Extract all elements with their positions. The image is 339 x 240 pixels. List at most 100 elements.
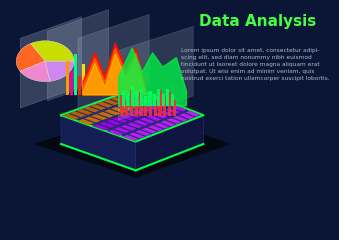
- Polygon shape: [154, 123, 170, 129]
- Polygon shape: [83, 106, 100, 113]
- Polygon shape: [119, 48, 186, 106]
- Bar: [168, 92, 171, 116]
- Bar: [66, 61, 69, 95]
- Wedge shape: [16, 43, 45, 72]
- Polygon shape: [128, 132, 145, 138]
- Bar: [120, 95, 124, 116]
- Bar: [171, 94, 174, 106]
- Polygon shape: [137, 97, 154, 103]
- Polygon shape: [69, 111, 86, 117]
- Bar: [153, 94, 156, 106]
- Bar: [135, 97, 138, 116]
- Bar: [148, 91, 152, 106]
- Wedge shape: [45, 61, 74, 81]
- Bar: [140, 89, 143, 106]
- Bar: [131, 86, 134, 106]
- Polygon shape: [105, 119, 122, 126]
- Bar: [144, 96, 147, 106]
- Polygon shape: [152, 113, 168, 119]
- Polygon shape: [135, 130, 152, 136]
- Polygon shape: [83, 54, 146, 95]
- Polygon shape: [139, 117, 156, 124]
- Polygon shape: [112, 117, 129, 123]
- Polygon shape: [173, 115, 188, 122]
- Polygon shape: [146, 115, 162, 121]
- Polygon shape: [130, 90, 146, 96]
- Polygon shape: [151, 102, 167, 109]
- Bar: [135, 91, 138, 106]
- Wedge shape: [20, 61, 50, 82]
- Polygon shape: [110, 97, 126, 103]
- Polygon shape: [47, 10, 108, 101]
- Polygon shape: [104, 109, 121, 115]
- Polygon shape: [92, 124, 109, 130]
- Bar: [82, 64, 85, 95]
- Polygon shape: [160, 120, 176, 126]
- Polygon shape: [107, 129, 124, 136]
- Bar: [74, 54, 77, 95]
- Polygon shape: [97, 112, 114, 118]
- Polygon shape: [147, 125, 164, 131]
- Polygon shape: [111, 107, 127, 113]
- Polygon shape: [122, 135, 139, 141]
- Bar: [163, 97, 166, 116]
- Polygon shape: [78, 119, 95, 125]
- Polygon shape: [63, 114, 80, 120]
- Polygon shape: [20, 17, 81, 108]
- Polygon shape: [91, 114, 108, 120]
- Bar: [139, 92, 143, 116]
- Polygon shape: [118, 114, 135, 121]
- Polygon shape: [99, 122, 116, 128]
- Bar: [158, 90, 162, 116]
- Polygon shape: [117, 104, 134, 111]
- Polygon shape: [96, 102, 113, 108]
- Polygon shape: [83, 48, 146, 95]
- Polygon shape: [76, 109, 93, 115]
- Polygon shape: [125, 112, 142, 118]
- Polygon shape: [165, 108, 181, 114]
- Polygon shape: [132, 110, 148, 116]
- Polygon shape: [83, 43, 146, 95]
- Polygon shape: [171, 105, 187, 112]
- Polygon shape: [136, 115, 203, 170]
- Polygon shape: [120, 125, 137, 131]
- Bar: [154, 100, 157, 116]
- Text: Lorem ipsum dolor sit amet, consectetur adipi-
scing elit, sed diam nonummy nibh: Lorem ipsum dolor sit amet, consectetur …: [181, 48, 330, 81]
- Bar: [157, 89, 160, 106]
- Polygon shape: [124, 102, 140, 108]
- Bar: [78, 76, 81, 95]
- Polygon shape: [34, 110, 231, 178]
- Polygon shape: [185, 111, 201, 117]
- Bar: [130, 90, 133, 116]
- Polygon shape: [61, 115, 136, 170]
- Polygon shape: [166, 118, 182, 124]
- Polygon shape: [119, 26, 193, 120]
- Polygon shape: [84, 116, 101, 123]
- Polygon shape: [89, 104, 106, 110]
- Polygon shape: [159, 110, 175, 116]
- Bar: [126, 94, 129, 106]
- Text: Data Analysis: Data Analysis: [199, 14, 316, 29]
- Polygon shape: [179, 113, 195, 119]
- Bar: [70, 71, 73, 95]
- Bar: [173, 100, 176, 116]
- Bar: [125, 100, 128, 116]
- Polygon shape: [114, 127, 131, 133]
- Bar: [162, 94, 165, 106]
- Bar: [144, 102, 147, 116]
- Polygon shape: [126, 122, 143, 128]
- Bar: [149, 95, 152, 116]
- Polygon shape: [123, 92, 140, 98]
- Polygon shape: [61, 89, 203, 142]
- Wedge shape: [31, 41, 74, 61]
- Polygon shape: [131, 100, 147, 106]
- Polygon shape: [141, 127, 158, 134]
- Polygon shape: [144, 105, 161, 111]
- Polygon shape: [103, 99, 120, 105]
- Polygon shape: [144, 95, 160, 101]
- Polygon shape: [158, 100, 174, 106]
- Polygon shape: [78, 14, 149, 108]
- Bar: [122, 91, 125, 106]
- Polygon shape: [133, 120, 149, 126]
- Polygon shape: [117, 94, 133, 101]
